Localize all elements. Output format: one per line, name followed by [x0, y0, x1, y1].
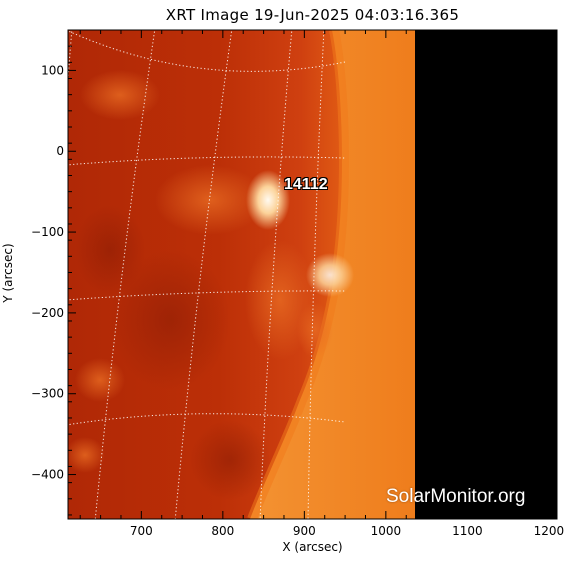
texture-dark — [190, 420, 270, 500]
x-tick-label: 700 — [130, 524, 153, 538]
watermark: SolarMonitor.org — [386, 486, 526, 507]
texture-blob — [75, 358, 125, 402]
x-tick-label: 800 — [211, 524, 234, 538]
x-tick-label: 1000 — [371, 524, 402, 538]
parallel-line — [68, 290, 346, 301]
x-tick-label: 1200 — [534, 524, 564, 538]
parallel-line — [68, 156, 346, 166]
texture-blob — [80, 70, 160, 120]
meridian-line — [174, 30, 233, 519]
bright-loop — [306, 253, 354, 297]
y-tick-label: −200 — [31, 306, 64, 320]
y-tick-label: −400 — [31, 468, 64, 482]
region-label: 14112 — [284, 176, 328, 193]
texture-blob — [155, 165, 265, 235]
meridian-line — [94, 30, 156, 519]
axis-ticks — [68, 29, 557, 519]
axis-tick-labels: 700 800 900 1000 1100 12001000−100−200−300−40… — [31, 63, 564, 538]
y-tick-label: 100 — [41, 63, 64, 77]
plot-frame — [67, 29, 558, 520]
y-tick-label: −300 — [31, 387, 64, 401]
texture-dark — [75, 205, 145, 295]
y-tick-label: 0 — [56, 144, 64, 158]
texture-dark — [110, 250, 230, 390]
image-area — [68, 30, 557, 519]
meridian-line — [68, 30, 73, 85]
active-region-14112 — [246, 170, 290, 230]
y-axis-label: Y (arcsec) — [1, 243, 15, 303]
texture-blob — [68, 437, 105, 473]
x-tick-label: 900 — [293, 524, 316, 538]
plot-title: XRT Image 19-Jun-2025 04:03:16.365 — [165, 6, 460, 24]
y-tick-label: −100 — [31, 225, 64, 239]
heliographic-grid — [68, 30, 346, 519]
parallel-line — [68, 413, 346, 426]
bright-loop — [297, 302, 333, 358]
x-tick-label: 1100 — [452, 524, 483, 538]
x-axis-label: X (arcsec) — [282, 540, 343, 554]
